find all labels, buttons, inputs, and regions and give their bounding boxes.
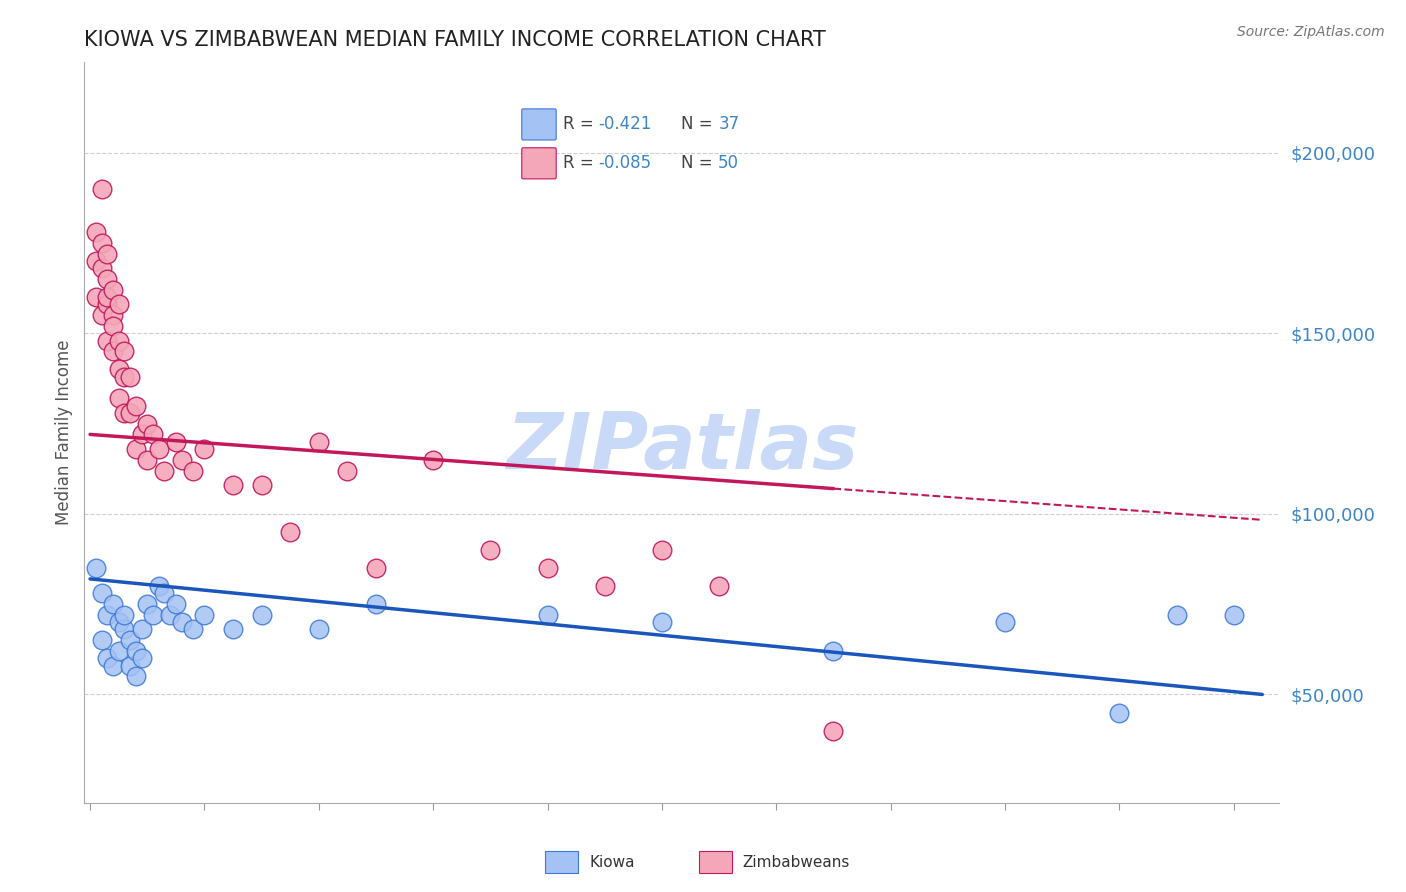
Point bbox=[84, 561, 107, 575]
Point bbox=[994, 615, 1017, 630]
Point bbox=[148, 579, 170, 593]
Point bbox=[107, 297, 129, 311]
Point bbox=[120, 406, 142, 420]
Point bbox=[707, 579, 730, 593]
Point bbox=[90, 235, 112, 250]
Point bbox=[125, 399, 148, 413]
Point bbox=[112, 623, 135, 637]
Point bbox=[142, 427, 165, 442]
Bar bbox=[546, 851, 578, 873]
Point bbox=[112, 607, 135, 622]
Point bbox=[101, 283, 124, 297]
Point bbox=[159, 607, 181, 622]
Point bbox=[364, 597, 387, 611]
Point bbox=[222, 623, 245, 637]
Point bbox=[120, 633, 142, 648]
Point bbox=[136, 417, 159, 431]
Point bbox=[107, 334, 129, 348]
Point bbox=[142, 607, 165, 622]
Point bbox=[250, 478, 273, 492]
Point bbox=[651, 615, 673, 630]
Text: Zimbabweans: Zimbabweans bbox=[742, 855, 851, 870]
Point bbox=[112, 406, 135, 420]
Point bbox=[131, 427, 153, 442]
Point bbox=[278, 524, 301, 539]
Text: Source: ZipAtlas.com: Source: ZipAtlas.com bbox=[1237, 25, 1385, 39]
Point bbox=[107, 615, 129, 630]
Point bbox=[112, 344, 135, 359]
Point bbox=[101, 658, 124, 673]
Point bbox=[84, 225, 107, 239]
Point bbox=[536, 607, 558, 622]
Point bbox=[101, 597, 124, 611]
Point bbox=[336, 464, 359, 478]
Point bbox=[96, 272, 118, 286]
Point bbox=[823, 723, 845, 738]
Point bbox=[131, 651, 153, 665]
Point bbox=[136, 597, 159, 611]
Point bbox=[153, 464, 176, 478]
Point bbox=[651, 543, 673, 558]
Point bbox=[136, 452, 159, 467]
Point bbox=[107, 392, 129, 406]
Point bbox=[90, 308, 112, 322]
Point bbox=[107, 362, 129, 376]
Point bbox=[90, 182, 112, 196]
Point bbox=[1166, 607, 1188, 622]
Point bbox=[170, 452, 193, 467]
Text: KIOWA VS ZIMBABWEAN MEDIAN FAMILY INCOME CORRELATION CHART: KIOWA VS ZIMBABWEAN MEDIAN FAMILY INCOME… bbox=[84, 29, 827, 50]
Point bbox=[96, 247, 118, 261]
Point bbox=[90, 261, 112, 276]
Point bbox=[101, 308, 124, 322]
Point bbox=[90, 633, 112, 648]
Point bbox=[96, 297, 118, 311]
Point bbox=[170, 615, 193, 630]
Bar bbox=[699, 851, 731, 873]
Point bbox=[96, 334, 118, 348]
Point bbox=[101, 344, 124, 359]
Point bbox=[181, 464, 204, 478]
Point bbox=[84, 254, 107, 268]
Point bbox=[120, 658, 142, 673]
Point bbox=[1108, 706, 1130, 720]
Point bbox=[101, 319, 124, 334]
Point bbox=[125, 442, 148, 456]
Point bbox=[536, 561, 558, 575]
Point bbox=[308, 623, 330, 637]
Y-axis label: Median Family Income: Median Family Income bbox=[55, 340, 73, 525]
Text: Kiowa: Kiowa bbox=[589, 855, 634, 870]
Point bbox=[823, 644, 845, 658]
Point bbox=[112, 369, 135, 384]
Point bbox=[120, 369, 142, 384]
Point bbox=[107, 644, 129, 658]
Point bbox=[84, 290, 107, 304]
Point bbox=[193, 607, 215, 622]
Point bbox=[148, 442, 170, 456]
Point bbox=[479, 543, 502, 558]
Point bbox=[250, 607, 273, 622]
Point bbox=[125, 644, 148, 658]
Point bbox=[96, 290, 118, 304]
Point bbox=[181, 623, 204, 637]
Point bbox=[364, 561, 387, 575]
Point bbox=[308, 434, 330, 449]
Point bbox=[222, 478, 245, 492]
Point bbox=[165, 434, 187, 449]
Text: ZIPatlas: ZIPatlas bbox=[506, 409, 858, 485]
Point bbox=[193, 442, 215, 456]
Point bbox=[96, 607, 118, 622]
Point bbox=[125, 669, 148, 683]
Point bbox=[1222, 607, 1244, 622]
Point bbox=[90, 586, 112, 600]
Point bbox=[131, 623, 153, 637]
Point bbox=[422, 452, 444, 467]
Point bbox=[165, 597, 187, 611]
Point bbox=[96, 651, 118, 665]
Point bbox=[153, 586, 176, 600]
Point bbox=[593, 579, 616, 593]
